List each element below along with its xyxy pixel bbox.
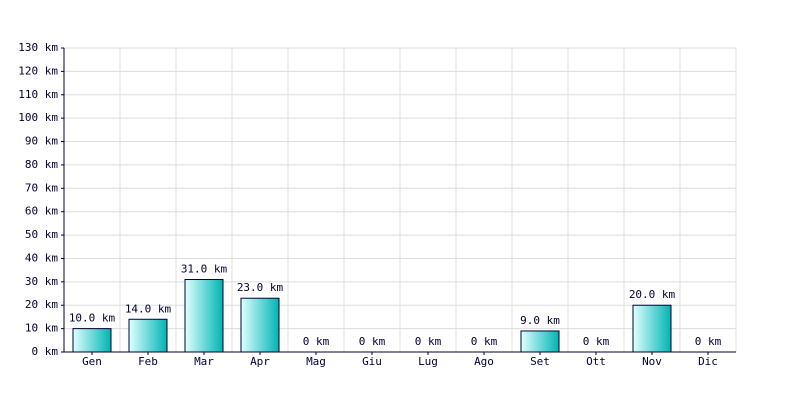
value-label: 14.0 km (125, 302, 172, 315)
value-label: 9.0 km (520, 314, 560, 327)
y-tick-label: 130 km (18, 41, 58, 54)
bar (72, 328, 112, 353)
x-tick-label: Ott (586, 355, 606, 368)
y-tick-label: 0 km (32, 345, 59, 358)
bar (184, 279, 224, 353)
value-label: 10.0 km (69, 312, 116, 325)
value-label: 0 km (583, 335, 610, 348)
x-tick-label: Apr (250, 355, 270, 368)
x-tick-label: Feb (138, 355, 158, 368)
value-label: 0 km (415, 335, 442, 348)
y-tick-label: 10 km (25, 322, 58, 335)
x-tick-label: Mar (194, 355, 214, 368)
x-tick-label: Set (530, 355, 550, 368)
x-tick-label: Mag (306, 355, 326, 368)
x-tick-label: Dic (698, 355, 718, 368)
value-label: 20.0 km (629, 288, 676, 301)
bar (128, 318, 168, 353)
y-tick-label: 80 km (25, 158, 58, 171)
value-label: 0 km (303, 335, 330, 348)
y-tick-label: 100 km (18, 111, 58, 124)
x-tick-label: Giu (362, 355, 382, 368)
value-label: 0 km (471, 335, 498, 348)
y-tick-label: 30 km (25, 275, 58, 288)
value-label: 31.0 km (181, 263, 228, 276)
y-tick-label: 40 km (25, 251, 58, 264)
value-label: 0 km (359, 335, 386, 348)
x-tick-label: Lug (418, 355, 438, 368)
x-tick-label: Nov (642, 355, 662, 368)
value-label: 23.0 km (237, 281, 284, 294)
bar (240, 297, 280, 353)
x-tick-label: Gen (82, 355, 102, 368)
y-tick-label: 60 km (25, 205, 58, 218)
y-tick-label: 50 km (25, 228, 58, 241)
y-tick-label: 70 km (25, 181, 58, 194)
x-tick-label: Ago (474, 355, 494, 368)
bar (520, 330, 560, 353)
value-label: 0 km (695, 335, 722, 348)
bar (632, 304, 672, 353)
y-tick-label: 120 km (18, 64, 58, 77)
y-tick-label: 20 km (25, 298, 58, 311)
y-tick-label: 110 km (18, 88, 58, 101)
y-tick-label: 90 km (25, 135, 58, 148)
